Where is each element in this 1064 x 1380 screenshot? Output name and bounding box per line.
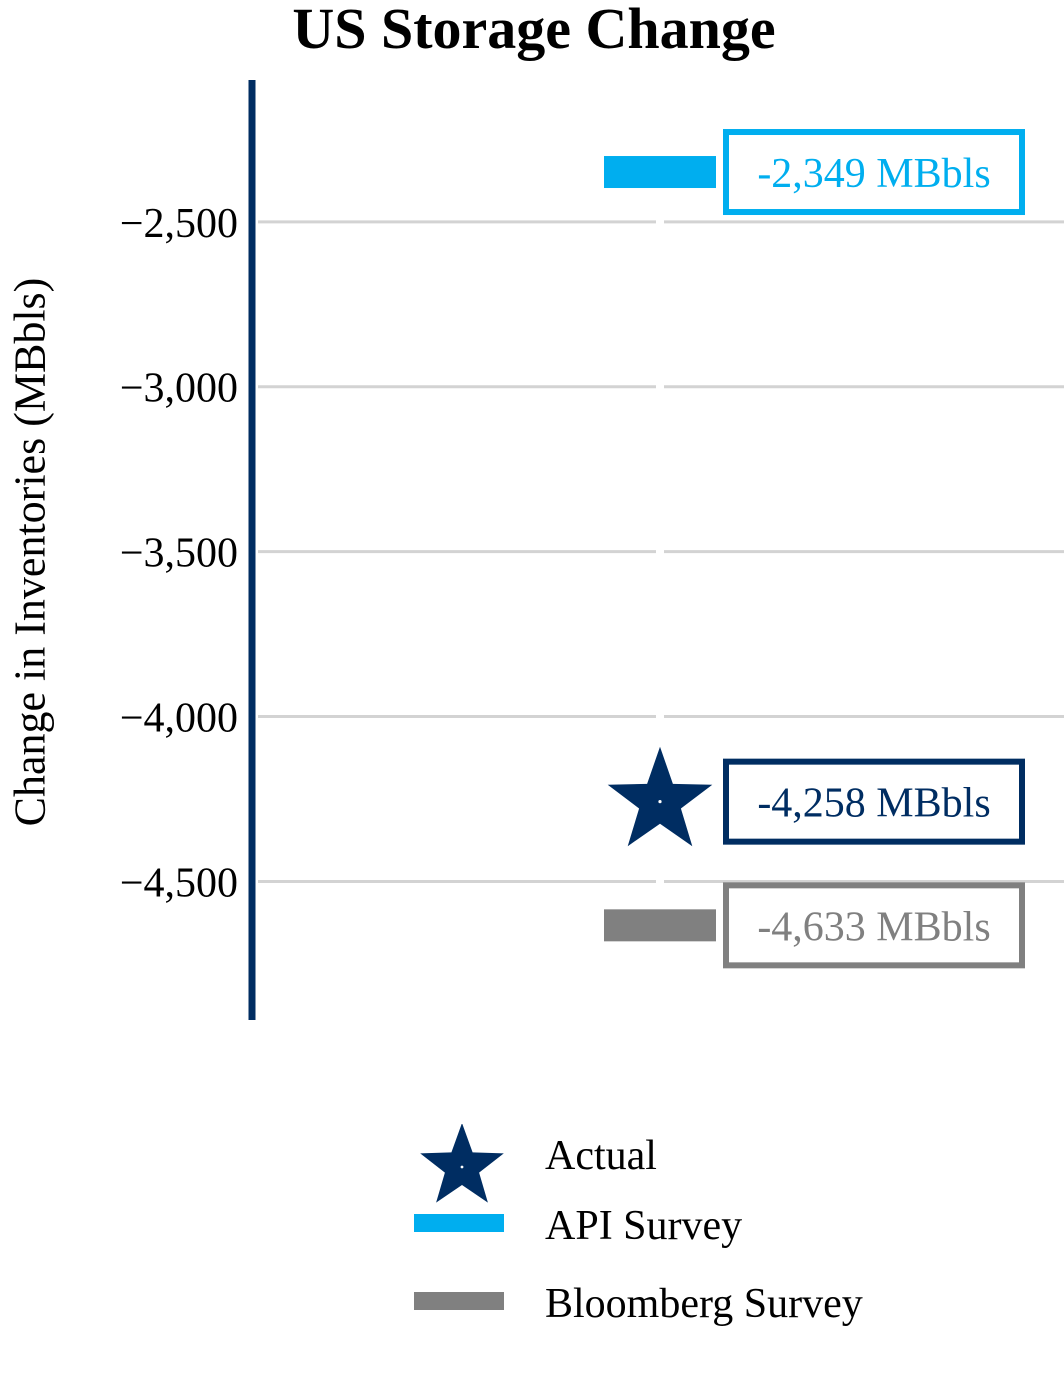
marker-actual-center: [658, 800, 662, 804]
annotation-box: [723, 758, 1025, 845]
marker-bloomberg-survey: [604, 909, 716, 942]
y-axis-label: Change in Inventories (MBbls): [5, 277, 55, 827]
legend-star-center: [460, 1165, 464, 1169]
y-tick-label: −4,000: [120, 696, 238, 742]
legend-label-bloomberg: Bloomberg Survey: [545, 1281, 863, 1327]
legend-star-icon: [420, 1124, 504, 1203]
annotation-label: -4,258 MBbls: [757, 781, 990, 827]
marker-api-survey: [604, 156, 716, 189]
y-tick-label: −3,000: [120, 366, 238, 412]
annotation-box: [723, 129, 1025, 216]
marker-actual-star: [607, 746, 713, 847]
legend-bloomberg-swatch: [414, 1292, 504, 1310]
chart-title: US Storage Change: [292, 0, 776, 61]
y-tick-label: −3,500: [120, 531, 238, 577]
annotation-label: -2,349 MBbls: [757, 151, 990, 197]
legend-label-actual: Actual: [545, 1133, 657, 1179]
legend-label-api: API Survey: [545, 1203, 743, 1249]
y-tick-label: −2,500: [120, 201, 238, 247]
annotation-box: [723, 882, 1025, 969]
annotation-label: -4,633 MBbls: [757, 904, 990, 950]
legend-api-swatch: [414, 1214, 504, 1232]
y-tick-label: −4,500: [120, 860, 238, 906]
